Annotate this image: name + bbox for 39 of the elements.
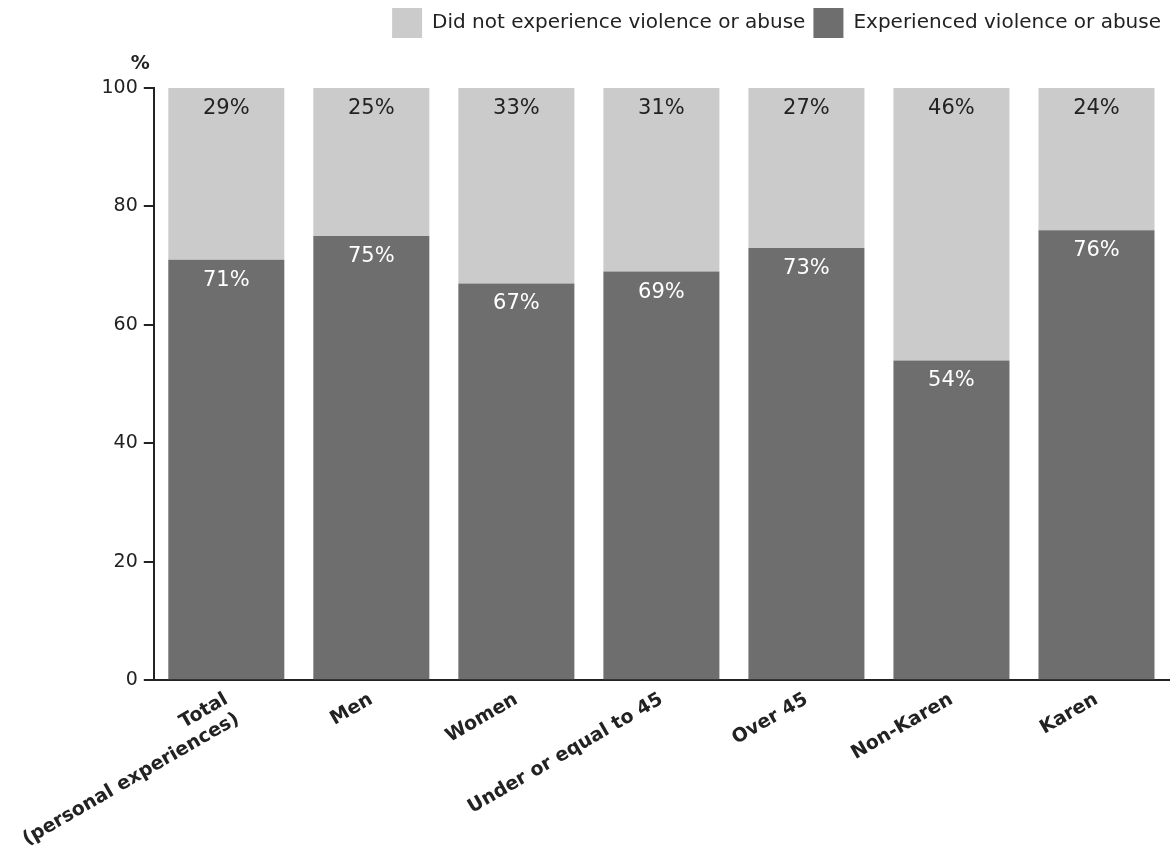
bar <box>313 88 430 237</box>
data-label: 27% <box>783 94 830 119</box>
legend-label: Experienced violence or abuse <box>853 9 1161 34</box>
data-label: 31% <box>638 94 685 119</box>
data-label: 75% <box>347 243 395 268</box>
data-label: 25% <box>347 94 395 119</box>
data-label: 46% <box>928 94 975 119</box>
y-tick-label: 20 <box>113 548 138 571</box>
bar <box>458 283 575 680</box>
data-label: 71% <box>202 266 250 291</box>
bar <box>748 88 865 248</box>
x-tick-label: Men <box>325 686 376 729</box>
bar <box>603 271 720 680</box>
y-axis-title: % <box>130 51 150 74</box>
y-tick-label: 60 <box>113 311 138 334</box>
bar <box>313 236 430 680</box>
bar <box>458 88 575 284</box>
data-label: 67% <box>493 290 540 315</box>
y-tick-label: 100 <box>101 74 138 97</box>
bar <box>168 88 285 260</box>
y-tick-label: 80 <box>113 193 138 216</box>
data-label: 24% <box>1073 94 1120 119</box>
bar <box>1038 230 1155 680</box>
data-label: 76% <box>1073 237 1120 262</box>
bar <box>748 247 865 680</box>
data-label: 69% <box>638 278 685 303</box>
bar <box>893 88 1010 361</box>
y-tick-label: 0 <box>125 667 138 690</box>
x-tick-label: Over 45 <box>727 686 811 748</box>
bar <box>893 360 1010 680</box>
legend-label: Did not experience violence or abuse <box>432 9 806 34</box>
bar <box>168 259 285 680</box>
y-tick-label: 40 <box>113 430 138 453</box>
data-label: 29% <box>202 94 250 119</box>
data-label: 73% <box>783 254 830 279</box>
data-label: 33% <box>493 94 540 119</box>
bar <box>603 88 720 272</box>
bar <box>1038 88 1155 231</box>
data-label: 54% <box>928 367 975 392</box>
